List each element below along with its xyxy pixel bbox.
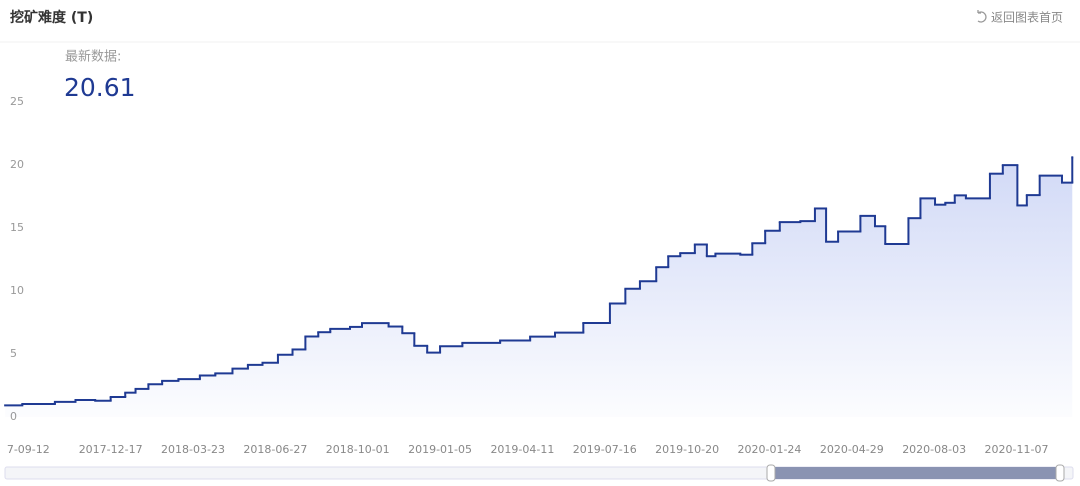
x-tick-label: 2019-04-11 — [490, 443, 554, 456]
chart-title: 挖矿难度 (T) — [10, 9, 93, 26]
slider-window[interactable] — [772, 467, 1060, 479]
y-tick-label: 5 — [10, 347, 17, 360]
x-tick-label: 2019-07-16 — [573, 443, 637, 456]
slider-handle[interactable] — [766, 464, 776, 482]
y-tick-label: 10 — [10, 284, 24, 297]
x-tick-label: 2020-11-07 — [985, 443, 1049, 456]
area-fill — [5, 157, 1073, 417]
latest-label: 最新数据: — [65, 49, 121, 65]
x-tick-label: 2018-03-23 — [161, 443, 225, 456]
x-tick-label: 2019-01-05 — [408, 443, 472, 456]
back-icon — [977, 10, 987, 23]
y-tick-label: 15 — [10, 221, 24, 234]
y-tick-label: 25 — [10, 95, 24, 108]
y-tick-label: 20 — [10, 158, 24, 171]
latest-value: 20.61 — [64, 73, 136, 102]
x-tick-label: 2018-06-27 — [243, 443, 307, 456]
x-tick-label: 2020-08-03 — [902, 443, 966, 456]
back-button[interactable]: 返回图表首页 — [977, 10, 1063, 25]
x-tick-label: 2020-01-24 — [737, 443, 801, 456]
back-label[interactable]: 返回图表首页 — [991, 11, 1063, 25]
x-tick-label: 2020-04-29 — [820, 443, 884, 456]
x-tick-label: 7-09-12 — [7, 443, 50, 456]
slider-handle[interactable] — [1055, 464, 1065, 482]
zoom-slider[interactable] — [4, 464, 1074, 482]
x-tick-label: 2017-12-17 — [79, 443, 143, 456]
x-tick-label: 2018-10-01 — [326, 443, 390, 456]
x-tick-label: 2019-10-20 — [655, 443, 719, 456]
